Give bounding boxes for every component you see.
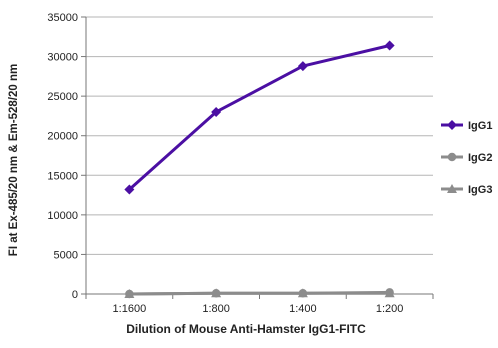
legend-marker <box>447 152 457 162</box>
legend-label: IgG1 <box>468 120 492 132</box>
y-tick-labels: 0 5000 10000 15000 20000 25000 30000 35000 <box>47 12 78 301</box>
data-point <box>298 288 308 298</box>
y-tick-label: 0 <box>72 289 78 301</box>
data-point <box>385 288 394 297</box>
axes <box>81 16 434 299</box>
data-point <box>125 289 134 299</box>
data-point <box>211 106 222 117</box>
legend-label: IgG2 <box>468 152 492 164</box>
y-tick-label: 5000 <box>54 249 78 261</box>
x-tick-label: 1:400 <box>289 303 317 315</box>
y-tick-label: 35000 <box>47 12 78 24</box>
series <box>124 40 395 299</box>
legend-item-igg1: IgG1 <box>441 120 492 132</box>
x-tick-label: 1:200 <box>376 303 404 315</box>
data-point <box>124 184 135 195</box>
x-tick-label: 1:1600 <box>113 303 147 315</box>
series-line <box>128 44 390 191</box>
data-point <box>211 288 221 298</box>
legend-item-igg2: IgG2 <box>441 152 492 164</box>
y-tick-label: 15000 <box>47 170 78 182</box>
y-tick-label: 25000 <box>47 91 78 103</box>
legend-label: IgG3 <box>468 184 492 196</box>
x-tick-label: 1:800 <box>202 303 230 315</box>
legend-marker <box>447 120 457 130</box>
legend-marker <box>447 184 457 193</box>
series-line <box>129 290 390 296</box>
data-point <box>297 61 308 72</box>
legend-item-igg3: IgG3 <box>441 184 492 196</box>
y-axis-title: FI at Ex-485/20 nm & Em-528/20 nm <box>8 64 20 256</box>
y-tick-label: 10000 <box>47 210 78 222</box>
x-axis-title: Dilution of Mouse Anti-Hamster IgG1-FITC <box>126 322 366 336</box>
y-tick-label: 30000 <box>47 52 78 64</box>
x-tick-labels: 1:1600 1:800 1:400 1:200 <box>113 303 404 315</box>
series-igg2 <box>125 288 394 299</box>
y-tick-label: 20000 <box>47 131 78 143</box>
gridlines <box>86 16 433 255</box>
data-point <box>384 40 395 51</box>
legend: IgG1 IgG2 IgG3 <box>441 120 492 196</box>
series-igg1 <box>124 40 395 195</box>
